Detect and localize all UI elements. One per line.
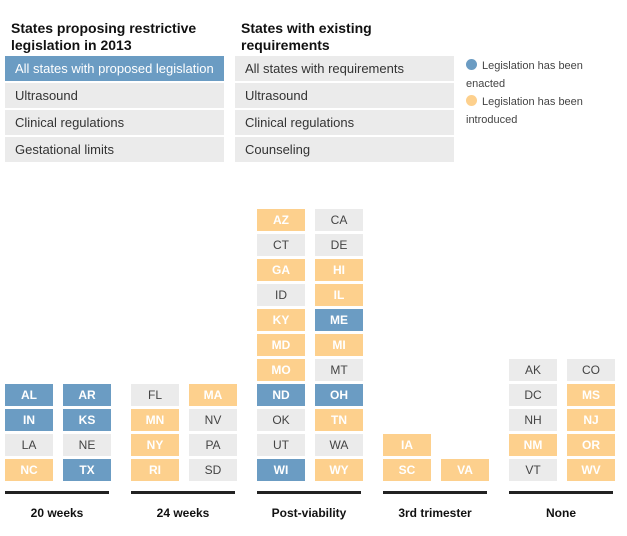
state-cell-md[interactable]: MD <box>257 334 305 356</box>
state-cell-wa[interactable]: WA <box>315 434 363 456</box>
legend-introduced: Legislation has been introduced <box>466 93 616 129</box>
column-baseline <box>383 491 487 494</box>
state-cell-dc[interactable]: DC <box>509 384 557 406</box>
enacted-dot-icon <box>466 59 477 70</box>
state-cell-ky[interactable]: KY <box>257 309 305 331</box>
column-baseline <box>509 491 613 494</box>
filter-proposed-clinical-button[interactable]: Clinical regulations <box>5 110 224 135</box>
right-panel-heading: States with existing requirements <box>241 20 451 54</box>
state-cell-mi[interactable]: MI <box>315 334 363 356</box>
state-cell-nj[interactable]: NJ <box>567 409 615 431</box>
state-cell-id[interactable]: ID <box>257 284 305 306</box>
right-heading-line2: requirements <box>241 37 330 53</box>
legend-introduced-line1: Legislation has been <box>482 96 583 108</box>
left-heading-line2: legislation in 2013 <box>11 37 132 53</box>
state-cell-sd[interactable]: SD <box>189 459 237 481</box>
legend-introduced-line2: introduced <box>466 114 518 126</box>
state-cell-va[interactable]: VA <box>441 459 489 481</box>
state-cell-co[interactable]: CO <box>567 359 615 381</box>
state-cell-mt[interactable]: MT <box>315 359 363 381</box>
state-cell-ms[interactable]: MS <box>567 384 615 406</box>
state-cell-de[interactable]: DE <box>315 234 363 256</box>
column-label: 24 weeks <box>156 506 210 520</box>
filter-existing-counseling-button[interactable]: Counseling <box>235 137 454 162</box>
state-cell-il[interactable]: IL <box>315 284 363 306</box>
state-cell-or[interactable]: OR <box>567 434 615 456</box>
introduced-dot-icon <box>466 95 477 106</box>
state-cell-in[interactable]: IN <box>5 409 53 431</box>
state-cell-hi[interactable]: HI <box>315 259 363 281</box>
state-cell-ri[interactable]: RI <box>131 459 179 481</box>
state-cell-nc[interactable]: NC <box>5 459 53 481</box>
column-baseline <box>131 491 235 494</box>
column-baseline <box>257 491 361 494</box>
state-cell-nd[interactable]: ND <box>257 384 305 406</box>
filter-all-proposed-button[interactable]: All states with proposed legislation <box>5 56 224 81</box>
legend-enacted-line2: enacted <box>466 78 506 90</box>
legend-enacted-line1: Legislation has been <box>482 60 583 72</box>
state-cell-la[interactable]: LA <box>5 434 53 456</box>
state-cell-nh[interactable]: NH <box>509 409 557 431</box>
left-heading-line1: States proposing restrictive <box>11 20 197 36</box>
state-cell-nm[interactable]: NM <box>509 434 557 456</box>
state-cell-ia[interactable]: IA <box>383 434 431 456</box>
state-cell-ks[interactable]: KS <box>63 409 111 431</box>
right-heading-line1: States with existing <box>241 20 372 36</box>
state-cell-nv[interactable]: NV <box>189 409 237 431</box>
state-cell-sc[interactable]: SC <box>383 459 431 481</box>
state-cell-ny[interactable]: NY <box>131 434 179 456</box>
filter-proposed-ultrasound-button[interactable]: Ultrasound <box>5 83 224 108</box>
column-label: None <box>546 506 576 520</box>
state-cell-ma[interactable]: MA <box>189 384 237 406</box>
column-baseline <box>5 491 109 494</box>
state-cell-wy[interactable]: WY <box>315 459 363 481</box>
state-cell-az[interactable]: AZ <box>257 209 305 231</box>
state-cell-ne[interactable]: NE <box>63 434 111 456</box>
state-cell-ut[interactable]: UT <box>257 434 305 456</box>
state-cell-mn[interactable]: MN <box>131 409 179 431</box>
state-cell-pa[interactable]: PA <box>189 434 237 456</box>
state-cell-al[interactable]: AL <box>5 384 53 406</box>
state-cell-ca[interactable]: CA <box>315 209 363 231</box>
state-cell-wi[interactable]: WI <box>257 459 305 481</box>
state-cell-wv[interactable]: WV <box>567 459 615 481</box>
column-label: Post-viability <box>271 506 347 520</box>
state-cell-ak[interactable]: AK <box>509 359 557 381</box>
filter-existing-ultrasound-button[interactable]: Ultrasound <box>235 83 454 108</box>
state-cell-fl[interactable]: FL <box>131 384 179 406</box>
state-cell-oh[interactable]: OH <box>315 384 363 406</box>
legend-enacted: Legislation has been enacted <box>466 57 616 93</box>
left-panel-heading: States proposing restrictive legislation… <box>11 20 231 54</box>
state-cell-tn[interactable]: TN <box>315 409 363 431</box>
filter-existing-clinical-button[interactable]: Clinical regulations <box>235 110 454 135</box>
column-label: 3rd trimester <box>398 506 472 520</box>
state-cell-ok[interactable]: OK <box>257 409 305 431</box>
state-cell-ar[interactable]: AR <box>63 384 111 406</box>
state-cell-tx[interactable]: TX <box>63 459 111 481</box>
state-cell-vt[interactable]: VT <box>509 459 557 481</box>
filter-proposed-gestational-button[interactable]: Gestational limits <box>5 137 224 162</box>
filter-all-requirements-button[interactable]: All states with requirements <box>235 56 454 81</box>
state-cell-ct[interactable]: CT <box>257 234 305 256</box>
state-cell-mo[interactable]: MO <box>257 359 305 381</box>
state-cell-ga[interactable]: GA <box>257 259 305 281</box>
column-label: 20 weeks <box>30 506 84 520</box>
state-cell-me[interactable]: ME <box>315 309 363 331</box>
